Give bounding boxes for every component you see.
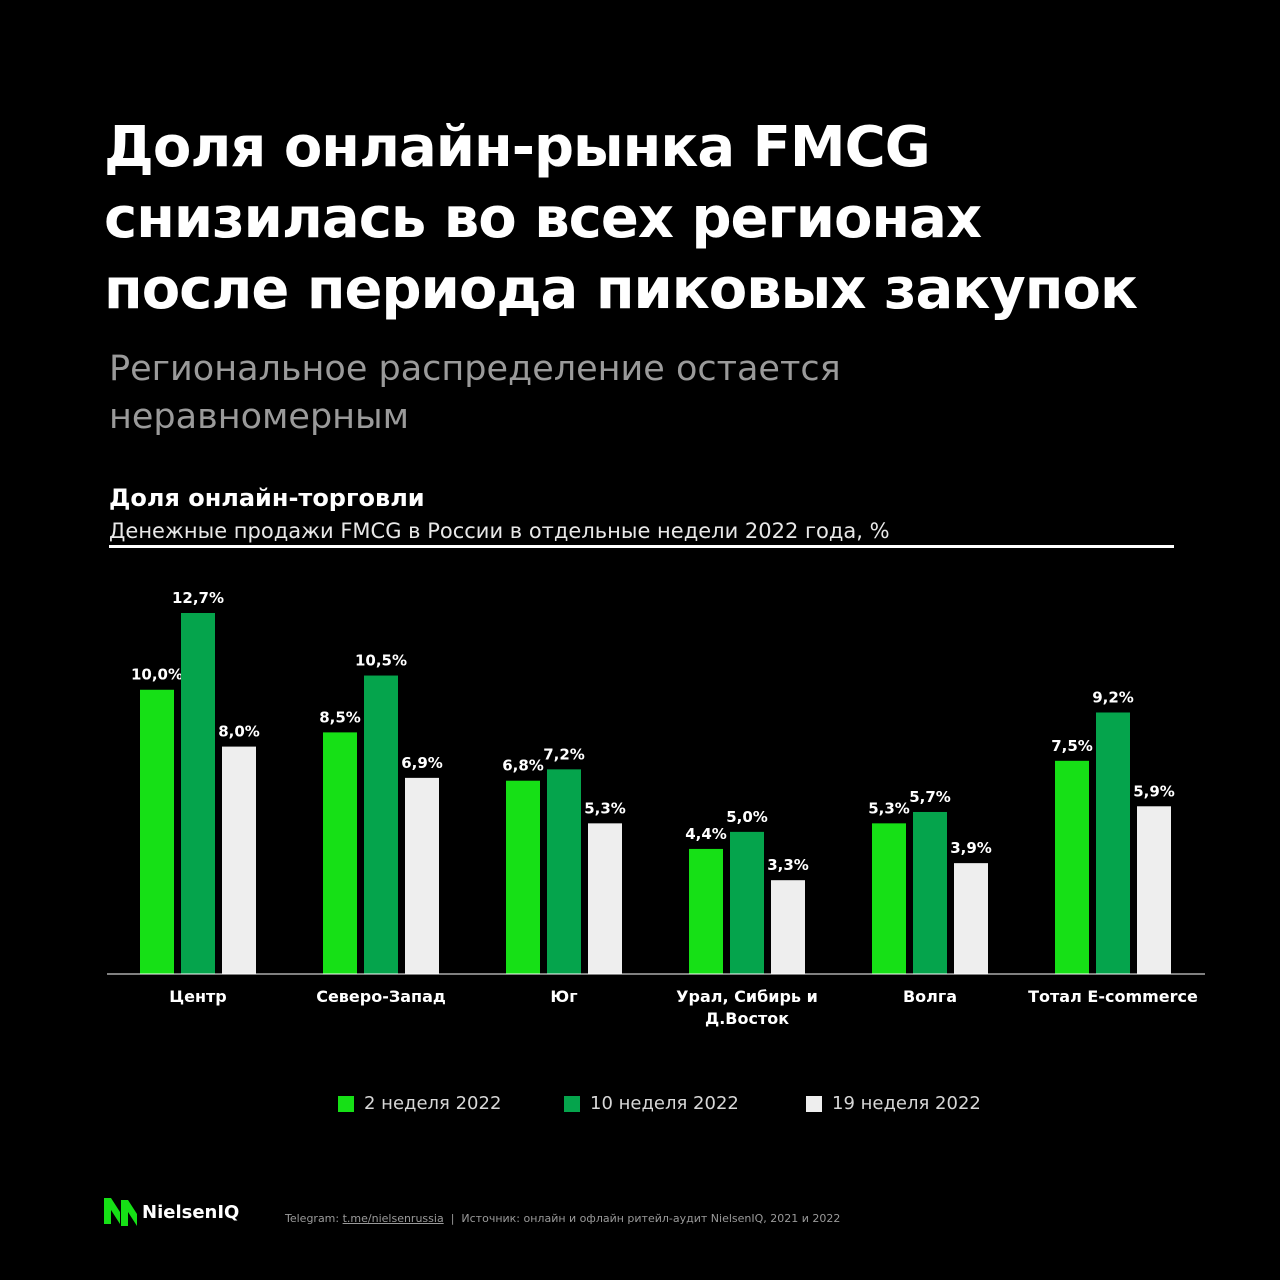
category-label: Центр [169, 987, 226, 1006]
category-label: Северо-Запад [316, 987, 446, 1006]
bar [364, 675, 398, 974]
legend-item-week-2: 2 неделя 2022 [338, 1093, 501, 1114]
bar [954, 863, 988, 974]
legend-item-week-19: 19 неделя 2022 [806, 1093, 981, 1114]
bar [140, 689, 174, 974]
telegram-link[interactable]: t.me/nielsenrussia [342, 1212, 444, 1225]
bar [689, 848, 723, 974]
source-text: Источник: онлайн и офлайн ритейл-аудит N… [461, 1212, 841, 1225]
legend-label-week-2: 2 неделя 2022 [364, 1093, 502, 1114]
subheadline-line-2: неравномерным [109, 397, 410, 437]
footer-source: Telegram: t.me/nielsenrussia | Источник:… [285, 1212, 840, 1225]
bar-chart: 10,0% 12,7% 8,0% Центр 8,5% 10,5% 6,9% Северо-З… [107, 589, 1205, 1028]
category-label: Урал, Сибирь и [676, 987, 818, 1006]
category-label: Д.Восток [705, 1009, 789, 1028]
data-label: 6,8% [502, 757, 544, 775]
bar [913, 811, 947, 974]
data-label: 3,9% [950, 839, 992, 857]
bar [872, 823, 906, 974]
data-label: 12,7% [172, 589, 224, 607]
data-label: 7,2% [543, 745, 585, 763]
legend-swatch-week-19 [806, 1095, 822, 1112]
bar [506, 780, 540, 974]
category-label: Юг [550, 987, 577, 1006]
data-label: 7,5% [1051, 737, 1093, 755]
legend-swatch-week-10 [564, 1095, 580, 1112]
data-label: 5,3% [584, 799, 626, 817]
data-label: 5,0% [726, 808, 768, 826]
telegram-label: Telegram: [285, 1212, 340, 1225]
bar [323, 732, 357, 974]
data-label: 8,0% [218, 723, 260, 741]
category-label: Тотал E-commerce [1028, 987, 1198, 1006]
nielseniq-mark-icon [104, 1198, 137, 1226]
bar [730, 831, 764, 974]
bar [1096, 712, 1130, 974]
headline: Доля онлайн-рынка FMCG снизилась во всех… [104, 112, 1224, 325]
data-label: 10,5% [355, 652, 407, 670]
chart-subtitle: Денежные продажи FMCG в России в отдельн… [109, 519, 890, 543]
bar [588, 823, 622, 974]
data-label: 5,7% [909, 788, 951, 806]
data-label: 5,9% [1133, 782, 1175, 800]
headline-line-1: Доля онлайн-рынка FMCG [104, 115, 931, 180]
bar [405, 777, 439, 974]
data-label: 5,3% [868, 799, 910, 817]
legend-label-week-10: 10 неделя 2022 [590, 1093, 739, 1114]
category-label: Волга [903, 987, 957, 1006]
title-rule [109, 545, 1174, 548]
data-label: 4,4% [685, 825, 727, 843]
bar [222, 746, 256, 974]
legend-item-week-10: 10 неделя 2022 [564, 1093, 739, 1114]
legend-label-week-19: 19 неделя 2022 [832, 1093, 981, 1114]
bar [181, 613, 215, 974]
legend-swatch-week-2 [338, 1095, 354, 1112]
nielseniq-logo: NielsenIQ [104, 1196, 239, 1228]
subheadline: Региональное распределение остается нера… [109, 345, 1009, 441]
chart-title: Доля онлайн-торговли [109, 484, 425, 512]
legend: 2 неделя 2022 10 неделя 2022 19 неделя 2… [0, 1093, 1280, 1119]
data-label: 3,3% [767, 856, 809, 874]
logo-text: NielsenIQ [142, 1201, 240, 1223]
data-label: 8,5% [319, 708, 361, 726]
data-label: 9,2% [1092, 688, 1134, 706]
bar [771, 880, 805, 974]
subheadline-line-1: Региональное распределение остается [109, 349, 841, 389]
bar [547, 769, 581, 974]
data-label: 6,9% [401, 754, 443, 772]
bar [1137, 806, 1171, 974]
data-label: 10,0% [131, 666, 183, 684]
footer-separator: | [450, 1212, 455, 1225]
footer: NielsenIQ Telegram: t.me/nielsenrussia |… [104, 1196, 1204, 1232]
headline-line-3: после периода пиковых закупок [104, 257, 1138, 322]
bar [1055, 760, 1089, 974]
headline-line-2: снизилась во всех регионах [104, 186, 982, 251]
